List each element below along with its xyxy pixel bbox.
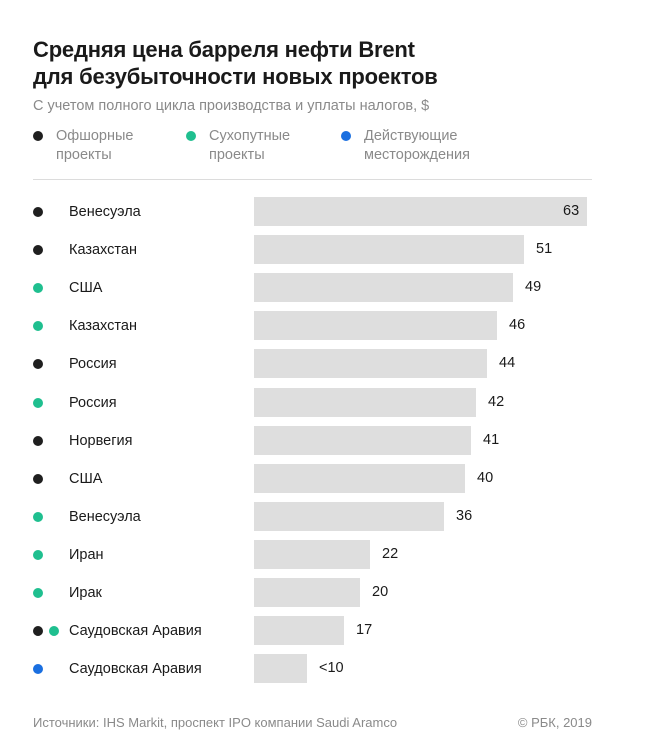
country-label: Казахстан [69, 242, 137, 259]
legend-label-existing-line-2: месторождения [364, 147, 470, 163]
type-dot-onshore [33, 511, 43, 522]
value-label: 17 [356, 622, 373, 639]
country-label: Россия [69, 394, 117, 411]
bar-row: Саудовская Аравия 17 [0, 616, 668, 646]
bar [254, 387, 476, 417]
country-label: Казахстан [69, 318, 137, 335]
source-note: Источники: IHS Markit, проспект IPO комп… [33, 715, 398, 730]
country-label: Венесуэла [69, 204, 141, 220]
value-label: 46 [509, 317, 526, 334]
type-dot-onshore [33, 397, 43, 408]
legend-item-existing: Действующие месторождения [341, 127, 470, 165]
legend-label-offshore-line-2: проекты [56, 147, 112, 163]
legend: Офшорные проекты Сухопутные проекты Дейс… [33, 127, 593, 167]
legend-dot-offshore [33, 131, 43, 141]
legend-item-onshore: Сухопутные проекты [186, 127, 290, 165]
bar-row: Саудовская Аравия <10 [0, 654, 668, 684]
legend-label-onshore-line-1: Сухопутные [209, 128, 291, 144]
legend-label-onshore: Сухопутные проекты [209, 127, 290, 165]
country-label: США [69, 470, 103, 487]
bar [254, 311, 497, 341]
value-label: <10 [319, 660, 344, 677]
copyright: © РБК, 2019 [517, 715, 592, 730]
country-label: Иран [69, 546, 104, 563]
legend-label-onshore-line-2: проекты [209, 147, 265, 163]
chart-subtitle: С учетом полного цикла производства и уп… [33, 98, 430, 114]
bar-row: Иран 22 [0, 539, 668, 570]
bar [254, 463, 465, 493]
chart-title-line-2: для безубыточности новых проектов [33, 64, 438, 89]
bar-row: Россия 44 [0, 349, 668, 379]
bar-row: Венесуэла 63 [0, 197, 668, 227]
value-label: 42 [488, 393, 505, 410]
legend-dot-existing [341, 131, 351, 141]
bar-row: Норвегия 41 [0, 425, 668, 456]
bar-row: Ирак 20 [0, 578, 668, 608]
legend-label-offshore-line-1: Офшорные [56, 128, 134, 144]
country-label: Венесуэла [69, 508, 141, 525]
value-label: 22 [382, 545, 399, 562]
legend-label-existing: Действующие месторождения [364, 127, 470, 165]
bar [254, 501, 444, 531]
value-label: 36 [456, 507, 473, 524]
type-dot-onshore [33, 283, 43, 294]
bar-row: Россия 42 [0, 387, 668, 418]
type-dot-offshore [33, 245, 43, 256]
value-label: 20 [372, 584, 389, 600]
bar [254, 578, 360, 607]
country-label: Россия [69, 356, 117, 373]
chart-title: Средняя цена барреля нефти Brent для без… [33, 36, 633, 90]
value-label: 49 [525, 279, 542, 296]
value-label: 63 [563, 203, 580, 219]
country-label: Норвегия [69, 432, 133, 449]
legend-label-existing-line-1: Действующие [364, 128, 458, 144]
type-dot-onshore [33, 549, 43, 560]
bar-row: Казахстан 51 [0, 235, 668, 265]
divider [33, 179, 592, 180]
bar [254, 235, 524, 265]
country-label: США [69, 280, 103, 297]
country-label: Саудовская Аравия [69, 661, 202, 678]
bar-row: США 49 [0, 273, 668, 303]
type-dot-offshore [33, 359, 43, 370]
type-dot-offshore [33, 435, 43, 446]
bar [254, 425, 471, 455]
bar-row: Венесуэла 36 [0, 501, 668, 532]
value-label: 51 [536, 241, 553, 258]
type-dot-onshore [49, 626, 59, 637]
type-dot-onshore [33, 321, 43, 332]
type-dot-existing [33, 664, 43, 675]
bar-row: Казахстан 46 [0, 311, 668, 341]
bar [254, 654, 307, 684]
value-label: 41 [483, 431, 500, 448]
type-dot-offshore [33, 207, 43, 217]
value-label: 40 [477, 469, 494, 486]
legend-dot-onshore [186, 131, 196, 141]
bar-row: США 40 [0, 463, 668, 494]
value-label: 44 [499, 355, 516, 372]
bar [254, 273, 513, 303]
country-label: Саудовская Аравия [69, 623, 202, 640]
type-dot-offshore [33, 626, 43, 637]
type-dot-onshore [33, 588, 43, 598]
bar [254, 197, 587, 226]
bar [254, 349, 487, 379]
bar [254, 539, 370, 569]
legend-item-offshore: Офшорные проекты [33, 127, 133, 165]
chart-title-line-1: Средняя цена барреля нефти Brent [33, 37, 415, 62]
country-label: Ирак [69, 585, 102, 601]
legend-label-offshore: Офшорные проекты [56, 127, 133, 165]
type-dot-offshore [33, 473, 43, 484]
bar [254, 616, 344, 646]
